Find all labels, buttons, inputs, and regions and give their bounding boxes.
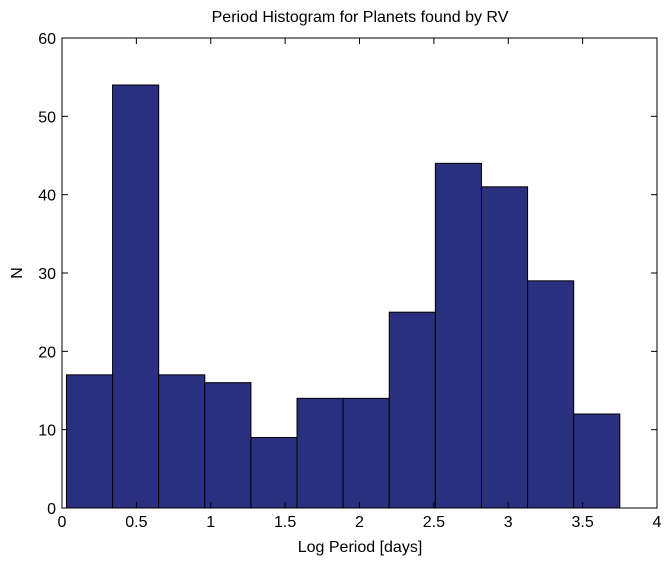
y-tick-label: 60 [38,31,56,48]
histogram-bar [480,186,529,509]
x-tick-label: 0 [58,514,67,531]
x-axis-ticks: 0 0.5 1 1.5 2 2.5 3 3.5 4 [58,38,662,531]
x-axis-label: Log Period [days] [298,539,423,556]
histogram-bar [250,437,298,509]
x-tick-label: 1.5 [274,514,296,531]
histogram-bar [342,397,390,509]
y-axis-label: N [9,267,26,279]
y-tick-label: 40 [38,188,56,205]
histogram-bar [527,280,575,509]
x-tick-label: 4 [653,514,662,531]
y-tick-label: 20 [38,344,56,361]
x-tick-label: 1 [206,514,215,531]
chart-title: Period Histogram for Planets found by RV [212,9,509,26]
y-axis-ticks: 0 10 20 30 40 50 60 [38,31,657,518]
x-tick-label: 0.5 [125,514,147,531]
histogram-bar [204,382,252,509]
y-tick-label: 50 [38,109,56,126]
histogram-bar [573,413,621,509]
histogram-bar [65,374,114,509]
histogram-bar [434,162,482,509]
x-tick-label: 2.5 [423,514,445,531]
histogram-bar [296,397,344,509]
bars-group [65,84,621,509]
x-tick-label: 3 [504,514,513,531]
x-tick-label: 3.5 [572,514,594,531]
y-tick-label: 10 [38,423,56,440]
y-tick-label: 0 [47,501,56,518]
x-tick-label: 2 [355,514,364,531]
histogram-bar [112,84,160,509]
y-tick-label: 30 [38,266,56,283]
histogram-bar [388,311,436,509]
histogram-bar [158,374,206,509]
